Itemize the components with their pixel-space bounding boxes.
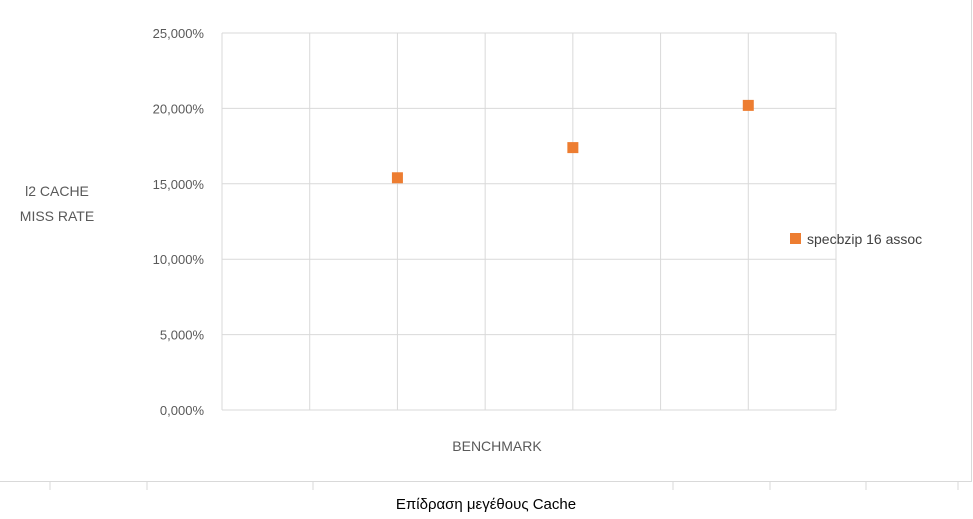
y-axis-title-line-1: l2 CACHE	[25, 183, 89, 199]
y-tick-label: 15,000%	[153, 177, 205, 192]
bottom-ticks	[49, 482, 959, 490]
legend-label: specbzip 16 assoc	[807, 231, 922, 247]
y-tick-label: 25,000%	[153, 26, 205, 41]
y-tick-label: 10,000%	[153, 252, 205, 267]
data-point-1	[567, 142, 579, 154]
y-tick-label: 5,000%	[160, 328, 205, 343]
legend-swatch	[790, 233, 801, 244]
y-axis-title-line-2: MISS RATE	[20, 208, 94, 224]
y-tick-label: 0,000%	[160, 403, 205, 418]
legend: specbzip 16 assoc	[790, 231, 922, 247]
data-point-0	[391, 172, 403, 184]
data-points	[391, 99, 754, 184]
chart-caption: Επίδραση μεγέθους Cache	[396, 496, 576, 513]
x-axis-title: BENCHMARK	[452, 438, 542, 454]
grid-lines	[221, 32, 837, 411]
y-tick-labels: 0,000% 5,000% 10,000% 15,000% 20,000% 25,000%	[153, 26, 205, 418]
chart-frame	[0, 0, 972, 482]
data-point-2	[742, 99, 754, 111]
y-tick-label: 20,000%	[153, 101, 205, 116]
